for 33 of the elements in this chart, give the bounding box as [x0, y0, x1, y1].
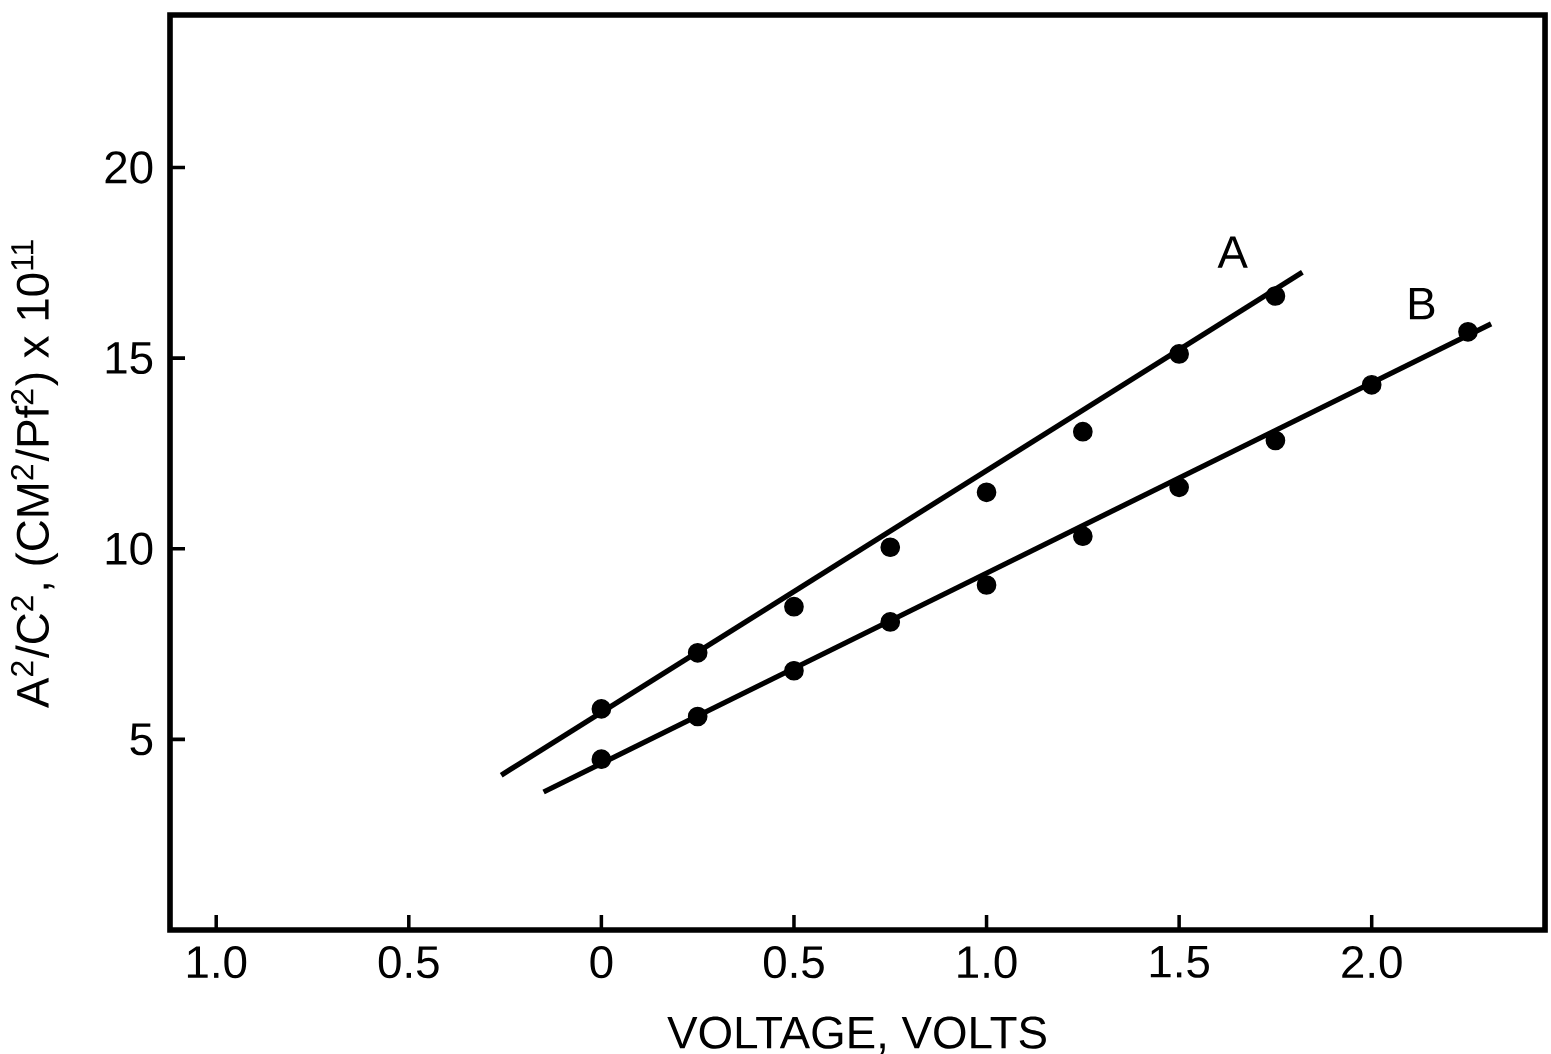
- point: [1265, 430, 1286, 451]
- point: [1169, 344, 1189, 364]
- x-tick-label: 1.0: [958, 945, 1017, 979]
- x-axis-title: VOLTAGE, VOLTS: [667, 1016, 1046, 1054]
- point: [976, 482, 997, 503]
- point: [976, 575, 997, 595]
- point: [1072, 421, 1093, 442]
- point: [1072, 526, 1093, 547]
- point: [1361, 374, 1382, 395]
- text: A$^{2}$/C$^{2}$, (CM$^{2}$/Pf$^{2}$) x 10$^{11}$: [10, 240, 59, 708]
- point: [784, 596, 804, 617]
- point: [591, 699, 612, 719]
- point: [1458, 321, 1478, 342]
- x-tick-label: 0.5: [378, 945, 439, 979]
- series-label: B: [1409, 287, 1435, 320]
- point: [880, 537, 901, 558]
- point: [1169, 477, 1189, 498]
- y-tick-label: 5: [130, 723, 153, 756]
- y-tick-label: 20: [105, 151, 153, 184]
- x-tick-label: 2.0: [1342, 945, 1402, 979]
- point: [1265, 286, 1286, 306]
- series-label: A: [1217, 236, 1248, 268]
- point: [784, 660, 804, 681]
- y-tick-label: 10: [106, 532, 153, 565]
- x-tick-label: 1.5: [1150, 945, 1209, 978]
- x-tick-label: 0.5: [763, 945, 824, 979]
- x-tick-label: 1.0: [187, 945, 247, 979]
- point: [591, 749, 612, 770]
- point: [687, 642, 708, 663]
- y-tick-label: 15: [106, 342, 153, 375]
- point: [687, 706, 708, 727]
- point: [880, 612, 901, 632]
- x-tick-label: 0: [590, 945, 613, 979]
